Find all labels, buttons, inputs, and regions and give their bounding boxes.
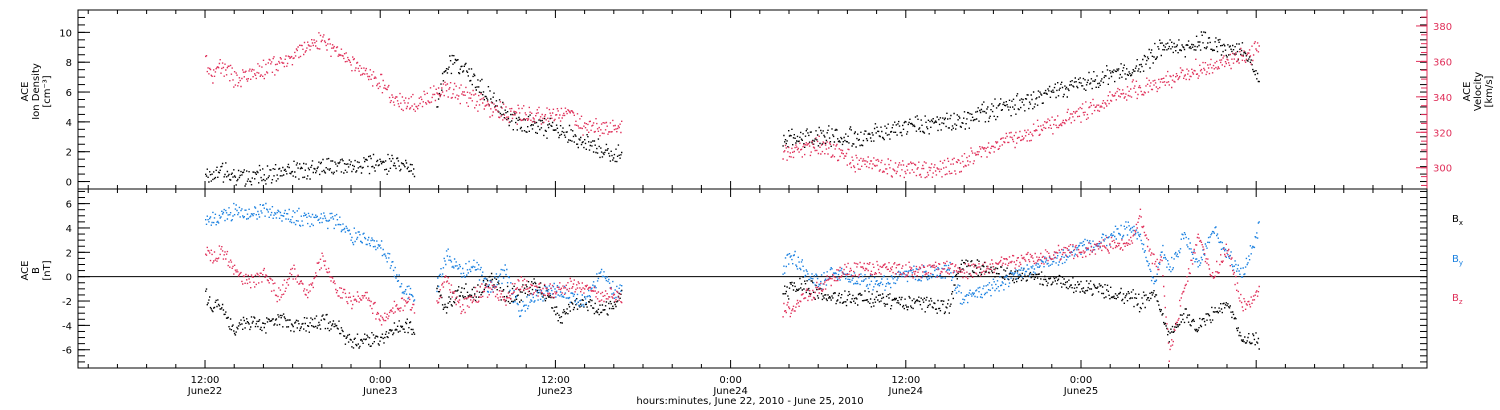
x-tick-time: 0:00 xyxy=(719,375,741,386)
density-tick-label: 2 xyxy=(66,148,72,159)
velocity-tick-label: 340 xyxy=(1433,93,1452,104)
field-tick-label: -6 xyxy=(62,346,72,357)
density-velocity-panel: 0 2 4 6 8 10 300 320 340 360 380 ACEIon Density[cm⁻… xyxy=(20,9,1495,190)
x-tick-date: June22 xyxy=(187,386,223,397)
bx-series xyxy=(205,259,1260,350)
x-tick-date: June24 xyxy=(712,386,748,397)
velocity-tick-label: 320 xyxy=(1433,128,1452,139)
ion-density-series xyxy=(205,31,1260,187)
x-tick-date: June23 xyxy=(362,386,398,397)
x-tick-time: 12:00 xyxy=(541,375,570,386)
field-tick-label: 6 xyxy=(66,200,72,211)
legend-by: By xyxy=(1452,254,1463,267)
magnetic-field-panel: -6 -4 -2 0 2 4 6 ACEB[nT] Bx By Bz xyxy=(20,188,1463,369)
field-tick-label: -2 xyxy=(62,297,72,308)
density-tick-label: 8 xyxy=(66,58,72,69)
density-tick-label: 4 xyxy=(66,118,72,129)
velocity-tick-label: 380 xyxy=(1433,22,1452,33)
velocity-axis: 300 320 340 360 380 xyxy=(1416,10,1452,189)
x-tick-date: June25 xyxy=(1063,386,1099,397)
field-axis-title: ACEB[nT] xyxy=(20,260,53,280)
x-tick-time: 12:00 xyxy=(191,375,220,386)
density-tick-label: 0 xyxy=(66,178,72,189)
x-tick-time: 12:00 xyxy=(891,375,920,386)
x-tick-time: 0:00 xyxy=(369,375,391,386)
density-tick-label: 10 xyxy=(59,28,72,39)
density-axis-title: ACEIon Density[cm⁻³] xyxy=(20,63,53,120)
density-tick-label: 6 xyxy=(66,88,72,99)
x-tick-date: June23 xyxy=(537,386,573,397)
legend-bz: Bz xyxy=(1452,293,1463,306)
velocity-tick-label: 300 xyxy=(1433,164,1452,175)
x-axis-title: hours:minutes, June 22, 2010 - June 25, … xyxy=(636,396,863,407)
x-tick-time: 0:00 xyxy=(1070,375,1092,386)
legend-bx: Bx xyxy=(1452,214,1463,227)
x-axis-labels: 12:00June220:00June2312:00June230:00June… xyxy=(187,375,1098,397)
field-tick-label: -4 xyxy=(62,321,72,332)
field-tick-label: 0 xyxy=(66,273,72,284)
velocity-series xyxy=(205,32,1260,179)
velocity-tick-label: 360 xyxy=(1433,57,1452,68)
velocity-axis-title: ACEVelocity[km/s] xyxy=(1462,72,1495,111)
x-tick-date: June24 xyxy=(888,386,924,397)
by-series xyxy=(205,202,1260,318)
field-tick-label: 2 xyxy=(66,248,72,259)
field-tick-label: 4 xyxy=(66,224,72,235)
